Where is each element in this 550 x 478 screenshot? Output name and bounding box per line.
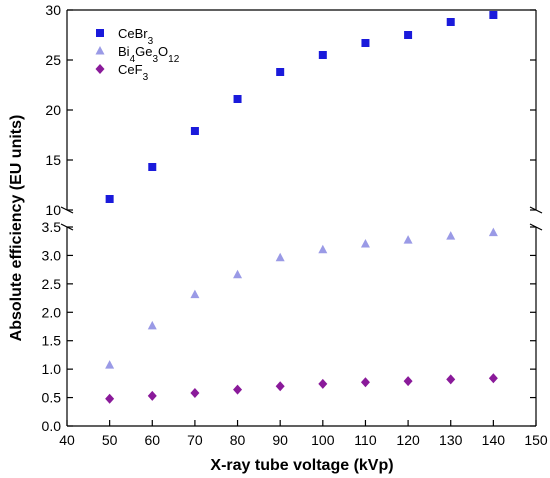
x-tick-label: 110 xyxy=(354,432,377,448)
data-point-triangle xyxy=(446,231,456,240)
data-point-square xyxy=(489,11,498,19)
y-lower-tick-label: 3.0 xyxy=(42,247,62,263)
data-point-diamond xyxy=(105,393,115,404)
y-lower-tick-label: 2.5 xyxy=(42,276,62,292)
data-point-square xyxy=(190,127,199,135)
x-tick-label: 40 xyxy=(59,432,75,448)
x-tick-label: 80 xyxy=(230,432,246,448)
y-axis-title: Absolute efficiency (EU units) xyxy=(8,115,25,342)
data-point-square xyxy=(148,163,157,171)
data-point-diamond xyxy=(190,388,200,399)
data-point-triangle xyxy=(488,227,498,237)
data-point-triangle xyxy=(275,252,285,262)
data-point-square xyxy=(276,68,285,76)
data-point-triangle xyxy=(147,320,157,330)
legend-marker-square xyxy=(96,29,104,37)
y-lower-tick-label: 2.0 xyxy=(42,304,62,320)
y-upper-tick-label: 15 xyxy=(45,152,61,168)
data-point-diamond xyxy=(403,376,413,387)
y-upper-tick-label: 30 xyxy=(45,2,61,18)
y-upper-tick-label: 25 xyxy=(45,52,61,68)
y-lower-tick-label: 1.0 xyxy=(42,361,62,377)
x-tick-label: 90 xyxy=(272,432,288,448)
x-tick-label: 100 xyxy=(311,432,335,448)
data-point-diamond xyxy=(275,381,285,392)
data-point-triangle xyxy=(190,289,200,299)
data-point-triangle xyxy=(105,360,115,369)
data-point-square xyxy=(233,95,242,103)
data-point-triangle xyxy=(233,269,243,279)
data-point-triangle xyxy=(403,235,413,244)
x-tick-label: 130 xyxy=(439,432,463,448)
data-marks xyxy=(105,11,498,404)
x-tick-label: 70 xyxy=(187,432,203,448)
x-tick-label: 140 xyxy=(482,432,506,448)
x-tick-label: 60 xyxy=(144,432,160,448)
data-point-diamond xyxy=(446,374,456,385)
y-lower-tick-label: 0.0 xyxy=(42,418,62,434)
data-point-diamond xyxy=(318,378,328,389)
x-axis-title: X-ray tube voltage (kVp) xyxy=(210,457,393,474)
data-point-square xyxy=(446,18,455,26)
data-point-triangle xyxy=(360,239,370,248)
y-lower-tick-label: 0.5 xyxy=(42,390,62,406)
data-point-diamond xyxy=(488,373,498,384)
axis-ticks: 40 50 60 70 80 90 100 110 120 130 140 150 10 15 20 25 30… xyxy=(42,2,548,448)
y-upper-tick-label: 10 xyxy=(45,202,61,218)
data-point-diamond xyxy=(360,377,370,388)
x-tick-label: 120 xyxy=(396,432,420,448)
data-point-square xyxy=(105,195,114,203)
x-tick-label: 50 xyxy=(102,432,118,448)
data-point-square xyxy=(318,51,327,59)
data-point-diamond xyxy=(233,384,243,395)
legend-label: CeBr3 xyxy=(118,26,154,47)
legend-marker-triangle xyxy=(95,46,105,55)
data-point-square xyxy=(404,31,413,39)
legend-marker-diamond xyxy=(95,64,105,74)
y-lower-tick-label: 1.5 xyxy=(42,333,62,349)
data-point-diamond xyxy=(147,390,157,401)
legend-label: CeF3 xyxy=(118,62,149,83)
legend-label: Bi4Ge3O12 xyxy=(118,44,180,65)
data-point-square xyxy=(361,39,370,47)
x-tick-label: 150 xyxy=(524,432,548,448)
y-lower-tick-label: 3.5 xyxy=(42,219,62,235)
data-point-triangle xyxy=(318,244,328,254)
y-upper-tick-label: 20 xyxy=(45,102,61,118)
plot-frame xyxy=(60,9,543,427)
